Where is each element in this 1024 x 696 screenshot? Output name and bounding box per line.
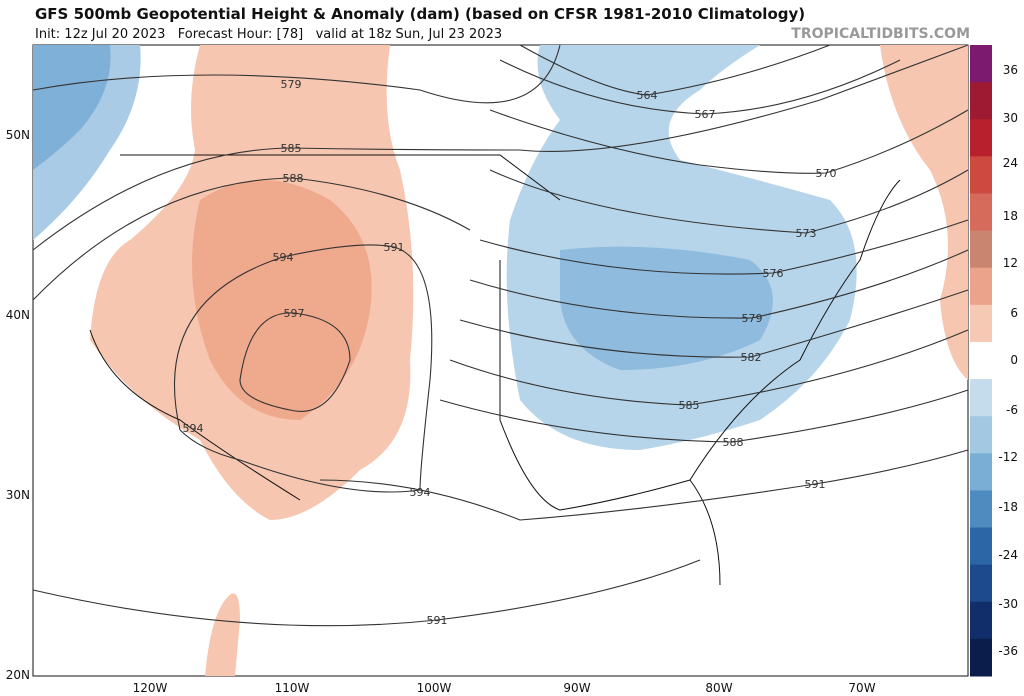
lon-label: 110W <box>275 681 310 695</box>
contour-label: 591 <box>427 614 448 627</box>
contour-label: 579 <box>742 312 763 325</box>
colorbar-swatch <box>970 45 992 83</box>
contour <box>439 389 969 443</box>
colorbar-swatch <box>970 267 992 306</box>
lat-label: 40N <box>6 308 30 322</box>
colorbar-swatch <box>970 564 992 603</box>
map <box>32 44 969 677</box>
contour-label: 594 <box>183 422 204 435</box>
colorbar-label: -6 <box>1006 403 1018 417</box>
contour <box>499 59 901 115</box>
colorbar-swatch <box>970 416 992 454</box>
contour-label: 585 <box>679 399 700 412</box>
contour <box>449 329 969 406</box>
colorbar-label: 30 <box>1003 111 1018 125</box>
contour-label: 573 <box>796 227 817 240</box>
contour <box>489 169 969 234</box>
contour-label: 576 <box>763 267 784 280</box>
colorbar-label: 6 <box>1010 306 1018 320</box>
colorbar-label: -12 <box>998 450 1018 464</box>
contour <box>479 219 969 275</box>
colorbar-swatch <box>970 304 992 343</box>
lat-label: 30N <box>6 488 30 502</box>
anomaly-pos <box>192 180 372 420</box>
colorbar-swatch <box>970 193 992 232</box>
colorbar-swatch <box>970 638 992 677</box>
colorbar-swatch <box>970 82 992 120</box>
contour <box>239 312 351 412</box>
colorbar-swatch <box>970 490 992 529</box>
contour <box>32 44 561 104</box>
contour-label: 564 <box>637 89 658 102</box>
colorbar-swatch <box>970 379 992 417</box>
contour <box>459 289 969 358</box>
colorbar-swatch <box>970 601 992 640</box>
contour-label: 591 <box>805 478 826 491</box>
contour-label: 579 <box>281 78 302 91</box>
contour <box>469 249 969 319</box>
colorbar-swatch <box>970 527 992 566</box>
colorbar-label: 24 <box>1003 156 1018 170</box>
colorbar-label: -18 <box>998 500 1018 514</box>
borders <box>89 154 901 586</box>
lon-label: 100W <box>417 681 452 695</box>
colorbar-label: -30 <box>998 597 1018 611</box>
lon-label: 120W <box>133 681 168 695</box>
contour-label: 570 <box>816 167 837 180</box>
watermark: TROPICALTIDBITS.COM <box>791 26 970 42</box>
anomaly-neg <box>33 45 111 170</box>
contour <box>32 177 471 301</box>
contour-label: 582 <box>741 351 762 364</box>
colorbar-label: 0 <box>1010 353 1018 367</box>
colorbar-label: 18 <box>1003 209 1018 223</box>
colorbar-label: 36 <box>1003 63 1018 77</box>
colorbar-label: 12 <box>1003 256 1018 270</box>
lon-label: 80W <box>705 681 732 695</box>
contour-label: 591 <box>384 241 405 254</box>
colorbar-label: -36 <box>998 644 1018 658</box>
contour <box>32 559 701 627</box>
contour <box>32 44 969 251</box>
contour-label: 588 <box>723 436 744 449</box>
colorbar-swatch <box>970 230 992 269</box>
contour <box>489 109 969 174</box>
contour-label: 594 <box>273 251 294 264</box>
anomaly-neg <box>560 246 773 370</box>
colorbar-swatch <box>970 453 992 491</box>
anomaly-pos <box>880 45 968 380</box>
colorbar-swatch <box>970 341 992 380</box>
contour-label: 567 <box>695 108 716 121</box>
lon-label: 90W <box>563 681 590 695</box>
colorbar-label: -24 <box>998 548 1018 562</box>
contour-label: 597 <box>284 307 305 320</box>
colorbar-swatch <box>970 156 992 194</box>
title: GFS 500mb Geopotential Height & Anomaly … <box>35 5 805 23</box>
colorbar: 36 30 24 18 12 6 0 -6 -12 -18 -24 -30 -36 <box>970 45 1018 677</box>
lon-label: 70W <box>848 681 875 695</box>
contour <box>519 44 831 96</box>
contour <box>319 449 969 521</box>
lat-label: 20N <box>6 668 30 682</box>
lat-label: 50N <box>6 128 30 142</box>
subtitle: Init: 12z Jul 20 2023 Forecast Hour: [78… <box>35 27 502 42</box>
contour-label: 588 <box>283 172 304 185</box>
anomaly-pos <box>205 593 240 676</box>
contour <box>173 244 433 493</box>
contour-label: 585 <box>281 142 302 155</box>
colorbar-swatch <box>970 119 992 157</box>
contour-label: 594 <box>410 486 431 499</box>
